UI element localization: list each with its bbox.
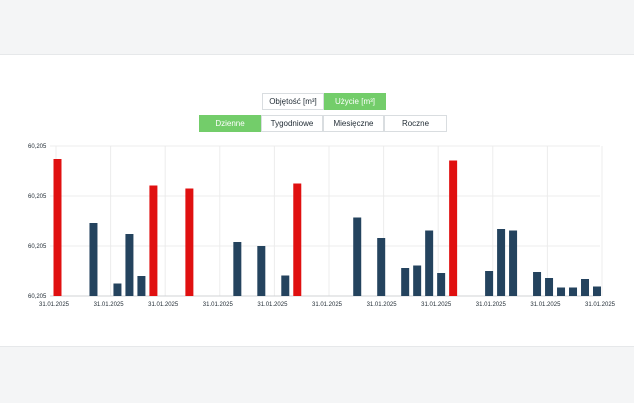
y-tick-label: 60,205 bbox=[28, 194, 47, 200]
y-tick-label: 60,205 bbox=[28, 294, 47, 300]
x-tick-label: 31.01.2025 bbox=[585, 302, 616, 308]
x-tick-label: 31.01.2025 bbox=[94, 302, 125, 308]
bar bbox=[113, 283, 122, 296]
bar-highlight bbox=[449, 160, 458, 296]
x-tick-label: 31.01.2025 bbox=[148, 302, 179, 308]
bar bbox=[137, 276, 146, 296]
bar-highlight bbox=[149, 185, 158, 296]
bar bbox=[593, 286, 601, 296]
bar bbox=[233, 242, 242, 296]
x-tick-label: 31.01.2025 bbox=[257, 302, 288, 308]
volume-toggle-button[interactable]: Objętość [m³] bbox=[262, 93, 324, 110]
monthly-toggle-button[interactable]: Miesięczne bbox=[323, 115, 384, 132]
chart-card: Objętość [m³] Użycie [m³] Dzienne Tygodn… bbox=[0, 54, 634, 347]
bar bbox=[581, 279, 590, 296]
bar bbox=[425, 230, 434, 296]
x-tick-label: 31.01.2025 bbox=[530, 302, 561, 308]
bar bbox=[509, 230, 518, 296]
bar bbox=[401, 268, 410, 296]
x-tick-label: 31.01.2025 bbox=[39, 302, 70, 308]
bar bbox=[437, 273, 446, 296]
bar bbox=[125, 234, 134, 296]
x-tick-label: 31.01.2025 bbox=[476, 302, 507, 308]
bar bbox=[569, 287, 578, 296]
bar bbox=[557, 287, 566, 296]
x-tick-label: 31.01.2025 bbox=[421, 302, 452, 308]
x-tick-label: 31.01.2025 bbox=[367, 302, 398, 308]
weekly-toggle-button[interactable]: Tygodniowe bbox=[261, 115, 323, 132]
bar bbox=[497, 229, 506, 296]
bar bbox=[485, 271, 494, 296]
usage-toggle-button[interactable]: Użycie [m³] bbox=[324, 93, 386, 110]
bar bbox=[257, 246, 266, 296]
daily-toggle-button[interactable]: Dzienne bbox=[199, 115, 261, 132]
period-toggle-group: Dzienne Tygodniowe Miesięczne Roczne bbox=[199, 115, 447, 132]
bar bbox=[413, 265, 422, 296]
bar bbox=[281, 275, 290, 296]
bar-highlight bbox=[293, 183, 302, 296]
bar bbox=[353, 217, 362, 296]
bar bbox=[545, 278, 554, 296]
bar bbox=[377, 238, 386, 296]
yearly-toggle-button[interactable]: Roczne bbox=[384, 115, 447, 132]
bar bbox=[89, 223, 98, 296]
x-tick-label: 31.01.2025 bbox=[203, 302, 234, 308]
bar bbox=[533, 272, 542, 296]
unit-toggle-group: Objętość [m³] Użycie [m³] bbox=[262, 93, 386, 110]
y-tick-label: 60,205 bbox=[28, 244, 47, 250]
bar-highlight bbox=[53, 159, 62, 296]
bar-highlight bbox=[185, 188, 194, 296]
x-tick-label: 31.01.2025 bbox=[312, 302, 343, 308]
y-tick-label: 60,205 bbox=[28, 144, 47, 150]
